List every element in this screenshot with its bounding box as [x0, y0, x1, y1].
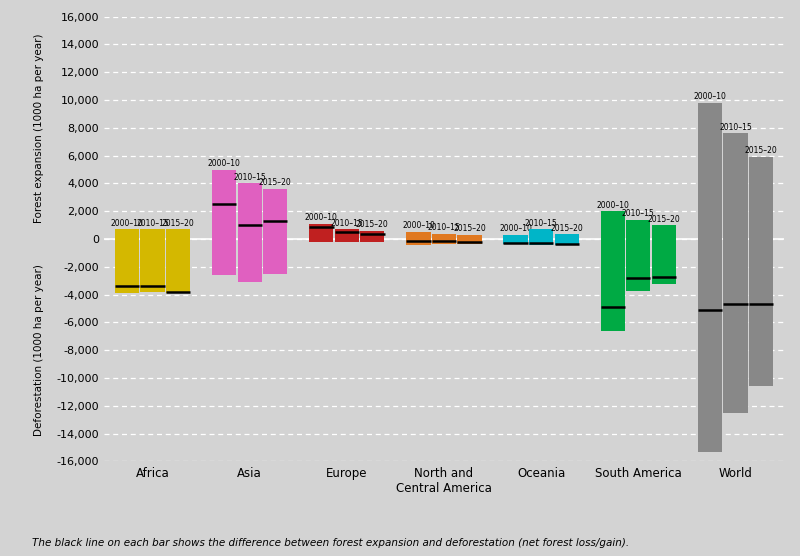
Bar: [698, 103, 722, 451]
Bar: [432, 234, 456, 244]
Text: 2000–10: 2000–10: [110, 219, 143, 228]
Text: 2010–15: 2010–15: [622, 209, 654, 218]
Text: 2000–10: 2000–10: [596, 201, 630, 210]
Bar: [503, 235, 528, 244]
Bar: [141, 229, 165, 292]
Bar: [310, 224, 334, 242]
Bar: [115, 229, 139, 294]
Bar: [554, 234, 578, 245]
Text: 2015–20: 2015–20: [356, 220, 389, 229]
Text: 2010–15: 2010–15: [719, 123, 752, 132]
Bar: [263, 189, 287, 274]
Bar: [601, 211, 625, 331]
Bar: [458, 235, 482, 244]
Bar: [212, 170, 236, 275]
Bar: [529, 229, 554, 245]
Text: 2000–10: 2000–10: [208, 159, 241, 168]
Text: 2015–20: 2015–20: [745, 146, 778, 156]
Text: The black line on each bar shows the difference between forest expansion and def: The black line on each bar shows the dif…: [32, 538, 629, 548]
Text: 2000–10: 2000–10: [499, 224, 532, 234]
Bar: [406, 232, 430, 245]
Bar: [723, 133, 747, 413]
Text: Forest expansion (1000 ha per year): Forest expansion (1000 ha per year): [34, 33, 45, 222]
Bar: [626, 220, 650, 291]
Bar: [238, 183, 262, 282]
Text: Deforestation (1000 ha per year): Deforestation (1000 ha per year): [34, 264, 45, 436]
Text: 2010–15: 2010–15: [525, 219, 558, 228]
Text: 2000–10: 2000–10: [402, 221, 435, 231]
Text: 2010–15: 2010–15: [234, 173, 266, 182]
Bar: [166, 229, 190, 294]
Text: 2015–20: 2015–20: [550, 224, 583, 232]
Bar: [360, 231, 385, 242]
Bar: [749, 157, 773, 386]
Text: 2010–15: 2010–15: [136, 219, 169, 228]
Text: 2015–20: 2015–20: [162, 219, 194, 228]
Text: 2015–20: 2015–20: [647, 215, 680, 224]
Text: 2010–15: 2010–15: [330, 219, 363, 228]
Text: 2000–10: 2000–10: [305, 213, 338, 222]
Bar: [334, 229, 359, 242]
Text: 2015–20: 2015–20: [453, 224, 486, 234]
Bar: [652, 225, 676, 284]
Text: 2015–20: 2015–20: [259, 178, 291, 187]
Text: 2010–15: 2010–15: [428, 223, 460, 232]
Text: 2000–10: 2000–10: [694, 92, 726, 101]
